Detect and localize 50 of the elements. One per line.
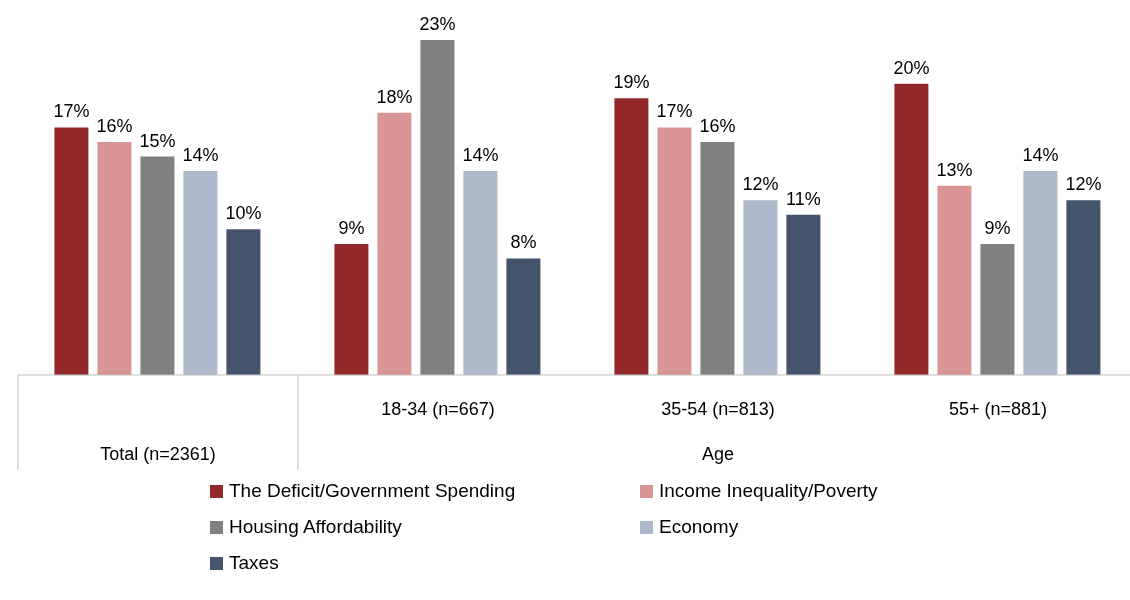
bar bbox=[97, 141, 132, 375]
legend-label: Housing Affordability bbox=[229, 516, 402, 538]
data-label: 14% bbox=[1022, 145, 1059, 166]
data-label: 20% bbox=[893, 57, 930, 78]
x-tick-label: 18-34 (n=667) bbox=[381, 399, 495, 419]
bar bbox=[743, 200, 778, 375]
data-label: 18% bbox=[376, 86, 413, 107]
x-tick-label: 55+ (n=881) bbox=[948, 399, 1048, 419]
data-label: 15% bbox=[139, 130, 176, 151]
data-label: 17% bbox=[53, 101, 90, 122]
text: Age bbox=[701, 444, 735, 464]
bar bbox=[226, 229, 261, 375]
legend-label: Income Inequality/Poverty bbox=[659, 480, 878, 502]
bar bbox=[894, 83, 929, 375]
bar bbox=[786, 214, 821, 375]
data-label: 23% bbox=[419, 14, 456, 34]
bar bbox=[420, 40, 455, 375]
data-label: 12% bbox=[1065, 174, 1102, 195]
data-label: 10% bbox=[225, 203, 262, 224]
data-label: 13% bbox=[936, 159, 973, 180]
bar bbox=[54, 127, 89, 375]
legend-label: The Deficit/Government Spending bbox=[229, 480, 516, 502]
data-label: 8% bbox=[510, 232, 537, 253]
bar bbox=[1023, 171, 1058, 375]
data-label: 9% bbox=[984, 217, 1011, 238]
bar bbox=[614, 98, 649, 375]
bar bbox=[506, 258, 541, 375]
data-label: 17% bbox=[656, 101, 693, 122]
bar bbox=[937, 185, 972, 375]
bar bbox=[980, 243, 1015, 375]
data-label: 19% bbox=[613, 72, 650, 93]
data-label: 16% bbox=[96, 115, 133, 136]
bar bbox=[1066, 200, 1101, 375]
bar bbox=[700, 141, 735, 375]
bar bbox=[334, 243, 369, 375]
bar bbox=[463, 171, 498, 375]
legend-label: Taxes bbox=[229, 552, 279, 574]
text: Total (n=2361) bbox=[100, 444, 216, 464]
data-label: 12% bbox=[742, 174, 779, 195]
legend-label: Economy bbox=[659, 516, 739, 538]
data-label: 14% bbox=[462, 145, 499, 166]
bar bbox=[657, 127, 692, 375]
x-tick-label: 35-54 (n=813) bbox=[661, 399, 775, 419]
data-label: 14% bbox=[182, 145, 219, 166]
data-label: 11% bbox=[786, 188, 821, 209]
data-label: 9% bbox=[338, 217, 365, 238]
bar bbox=[140, 156, 175, 375]
bar bbox=[183, 171, 218, 375]
bar bbox=[377, 112, 412, 375]
data-label: 16% bbox=[699, 115, 736, 136]
